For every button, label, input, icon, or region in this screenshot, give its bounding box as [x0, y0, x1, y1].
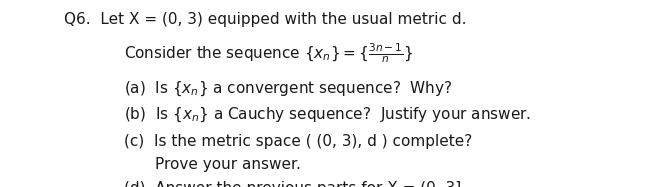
Text: Prove your answer.: Prove your answer. — [155, 157, 300, 172]
Text: (d)  Answer the previous parts for X = (0, 3].: (d) Answer the previous parts for X = (0… — [124, 181, 466, 187]
Text: (c)  Is the metric space ( (0, 3), d ) complete?: (c) Is the metric space ( (0, 3), d ) co… — [124, 134, 472, 149]
Text: Consider the sequence $\{x_n\} = \{\frac{3n-1}{n}\}$: Consider the sequence $\{x_n\} = \{\frac… — [124, 42, 414, 65]
Text: (b)  Is $\{x_n\}$ a Cauchy sequence?  Justify your answer.: (b) Is $\{x_n\}$ a Cauchy sequence? Just… — [124, 106, 532, 124]
Text: (a)  Is $\{x_n\}$ a convergent sequence?  Why?: (a) Is $\{x_n\}$ a convergent sequence? … — [124, 80, 453, 98]
Text: Q6.  Let X = (0, 3) equipped with the usual metric d.: Q6. Let X = (0, 3) equipped with the usu… — [64, 12, 466, 27]
